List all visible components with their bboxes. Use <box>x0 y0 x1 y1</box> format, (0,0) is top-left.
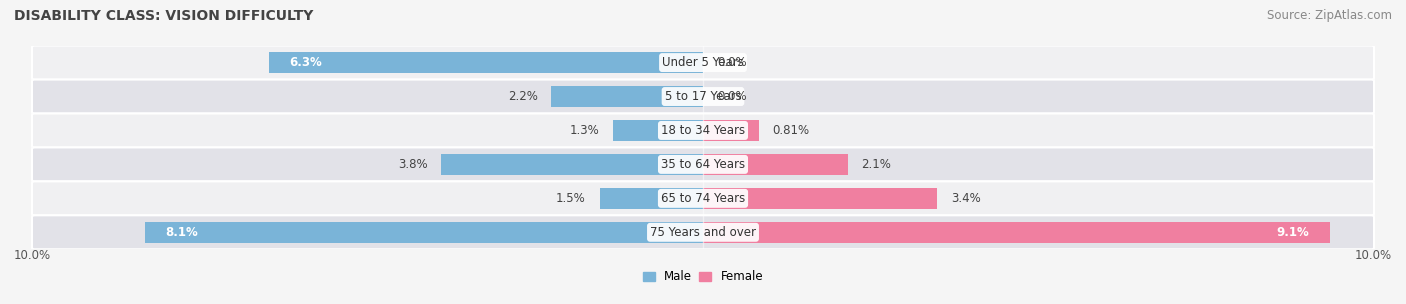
Text: 3.4%: 3.4% <box>950 192 981 205</box>
Bar <box>145 222 703 243</box>
Text: 0.81%: 0.81% <box>772 124 810 137</box>
Text: 8.1%: 8.1% <box>166 226 198 239</box>
Bar <box>269 52 703 73</box>
FancyBboxPatch shape <box>32 113 1374 147</box>
Text: 18 to 34 Years: 18 to 34 Years <box>661 124 745 137</box>
FancyBboxPatch shape <box>32 181 1374 215</box>
Text: 35 to 64 Years: 35 to 64 Years <box>661 158 745 171</box>
FancyBboxPatch shape <box>32 147 1374 181</box>
Bar <box>551 86 703 107</box>
FancyBboxPatch shape <box>32 46 1374 80</box>
Text: 1.3%: 1.3% <box>569 124 599 137</box>
Text: 2.2%: 2.2% <box>508 90 537 103</box>
Bar <box>599 188 703 209</box>
Bar <box>703 188 938 209</box>
Text: 65 to 74 Years: 65 to 74 Years <box>661 192 745 205</box>
Bar <box>703 120 759 141</box>
Text: 10.0%: 10.0% <box>14 249 51 262</box>
Text: 10.0%: 10.0% <box>1355 249 1392 262</box>
Text: 9.1%: 9.1% <box>1277 226 1309 239</box>
Text: 1.5%: 1.5% <box>557 192 586 205</box>
Text: 0.0%: 0.0% <box>717 90 747 103</box>
FancyBboxPatch shape <box>32 215 1374 249</box>
Bar <box>703 222 1330 243</box>
Text: 5 to 17 Years: 5 to 17 Years <box>665 90 741 103</box>
Bar <box>613 120 703 141</box>
Text: 2.1%: 2.1% <box>862 158 891 171</box>
Text: DISABILITY CLASS: VISION DIFFICULTY: DISABILITY CLASS: VISION DIFFICULTY <box>14 9 314 23</box>
Text: 3.8%: 3.8% <box>398 158 427 171</box>
Text: 75 Years and over: 75 Years and over <box>650 226 756 239</box>
Text: Under 5 Years: Under 5 Years <box>662 56 744 69</box>
Text: 6.3%: 6.3% <box>290 56 322 69</box>
Text: 0.0%: 0.0% <box>717 56 747 69</box>
Legend: Male, Female: Male, Female <box>638 266 768 288</box>
FancyBboxPatch shape <box>32 80 1374 113</box>
Text: Source: ZipAtlas.com: Source: ZipAtlas.com <box>1267 9 1392 22</box>
Bar <box>441 154 703 175</box>
Bar <box>703 154 848 175</box>
